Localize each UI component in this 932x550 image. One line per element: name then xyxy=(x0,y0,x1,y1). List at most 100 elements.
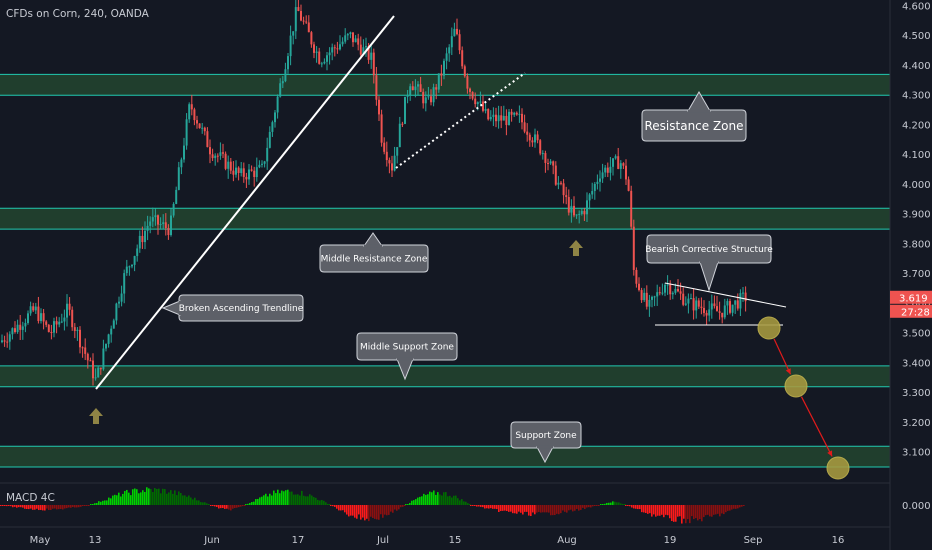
macd-bar xyxy=(532,505,534,513)
macd-bar xyxy=(562,505,564,511)
candle-body xyxy=(479,101,482,103)
candle-body xyxy=(643,292,646,301)
macd-bar xyxy=(368,505,370,522)
macd-bar xyxy=(679,505,681,517)
candle-body xyxy=(742,292,744,294)
macd-bar xyxy=(510,505,512,512)
candle-body xyxy=(510,111,513,115)
macd-bar xyxy=(453,495,455,505)
candle-body xyxy=(310,32,313,45)
macd-bar xyxy=(54,505,56,509)
candle-body xyxy=(450,36,453,48)
candle-body xyxy=(79,329,81,348)
candle-body xyxy=(84,347,87,354)
candle-body xyxy=(731,304,734,313)
candle-body xyxy=(136,248,139,257)
trendlines xyxy=(95,15,787,390)
macd-bar xyxy=(142,490,144,505)
macd-bar xyxy=(329,504,331,505)
macd-bar xyxy=(540,505,542,513)
macd-bar xyxy=(38,505,40,511)
candle-body xyxy=(97,367,100,378)
macd-bar xyxy=(50,505,52,510)
macd-bar xyxy=(321,499,323,505)
candle-body xyxy=(578,213,581,215)
macd-label: MACD 4C xyxy=(6,492,55,504)
macd-bar xyxy=(295,494,297,505)
macd-bar xyxy=(62,505,64,510)
candle-body xyxy=(170,215,172,236)
macd-bar xyxy=(20,505,22,508)
candle-body xyxy=(118,301,120,304)
callout-box xyxy=(641,109,747,142)
x-tick-label: Aug xyxy=(557,535,577,546)
candle-body xyxy=(723,305,726,318)
candle-body xyxy=(744,292,747,302)
macd-bar xyxy=(614,501,616,505)
candle-body xyxy=(463,66,466,77)
macd-bar xyxy=(224,505,226,509)
macd-bar xyxy=(723,505,725,515)
macd-bar xyxy=(560,505,562,514)
macd-bar xyxy=(244,505,246,506)
macd-bar xyxy=(417,497,419,505)
candle-body xyxy=(409,86,412,96)
macd-bar xyxy=(534,505,536,515)
macd-bar xyxy=(338,505,340,511)
macd-bar xyxy=(671,505,673,522)
macd-bar xyxy=(528,505,530,516)
macd-bar xyxy=(419,496,421,505)
candle-body xyxy=(489,116,492,120)
candle-body xyxy=(682,293,685,305)
candle-body xyxy=(183,145,185,160)
macd-bar xyxy=(659,505,661,516)
macd-bar xyxy=(435,494,437,505)
macd-bar xyxy=(695,505,697,519)
candle-body xyxy=(73,327,76,331)
candle-body xyxy=(354,38,357,43)
candle-body xyxy=(627,179,630,191)
callout-label: Bearish Corrective Structure xyxy=(645,245,773,255)
macd-bar xyxy=(592,505,594,507)
macd-bar xyxy=(536,505,538,513)
candle-body xyxy=(37,306,40,322)
callouts: Resistance Zone Middle Resistance Zone Mid… xyxy=(161,91,773,464)
macd-bar xyxy=(162,488,164,505)
macd-bar xyxy=(198,500,200,505)
macd-bar xyxy=(665,505,667,515)
macd-bar xyxy=(520,505,522,513)
candle-body xyxy=(29,306,32,314)
candle-body xyxy=(346,34,349,36)
macd-bar xyxy=(582,505,584,508)
macd-bar xyxy=(701,505,703,522)
candle-body xyxy=(89,360,92,362)
macd-bar xyxy=(317,499,319,505)
y-tick-label: 4.500 xyxy=(902,31,931,42)
macd-bar xyxy=(154,488,156,505)
price-tag xyxy=(890,290,932,304)
candle-body xyxy=(151,217,154,222)
candle-body xyxy=(190,104,193,110)
macd-bar xyxy=(66,505,68,509)
macd-bar xyxy=(390,505,392,512)
candle-body xyxy=(128,266,131,268)
macd-bar xyxy=(265,493,267,505)
candle-body xyxy=(419,84,422,92)
macd-bar xyxy=(360,505,362,520)
candle-body xyxy=(716,306,718,312)
candle-body xyxy=(677,288,679,292)
x-tick-label: Jun xyxy=(203,535,220,546)
candle-body xyxy=(229,161,232,171)
macd-bar xyxy=(705,505,707,516)
macd-bar xyxy=(739,505,741,508)
macd-bar xyxy=(476,505,478,507)
macd-bar xyxy=(190,497,192,505)
candle-body xyxy=(622,163,625,166)
candle-body xyxy=(411,86,414,91)
zone-band xyxy=(0,208,890,230)
x-tick-label: Sep xyxy=(744,535,763,546)
callout-box xyxy=(178,294,304,322)
candle-body xyxy=(167,228,170,236)
macd-bar xyxy=(677,505,679,517)
macd-bar xyxy=(610,502,612,505)
